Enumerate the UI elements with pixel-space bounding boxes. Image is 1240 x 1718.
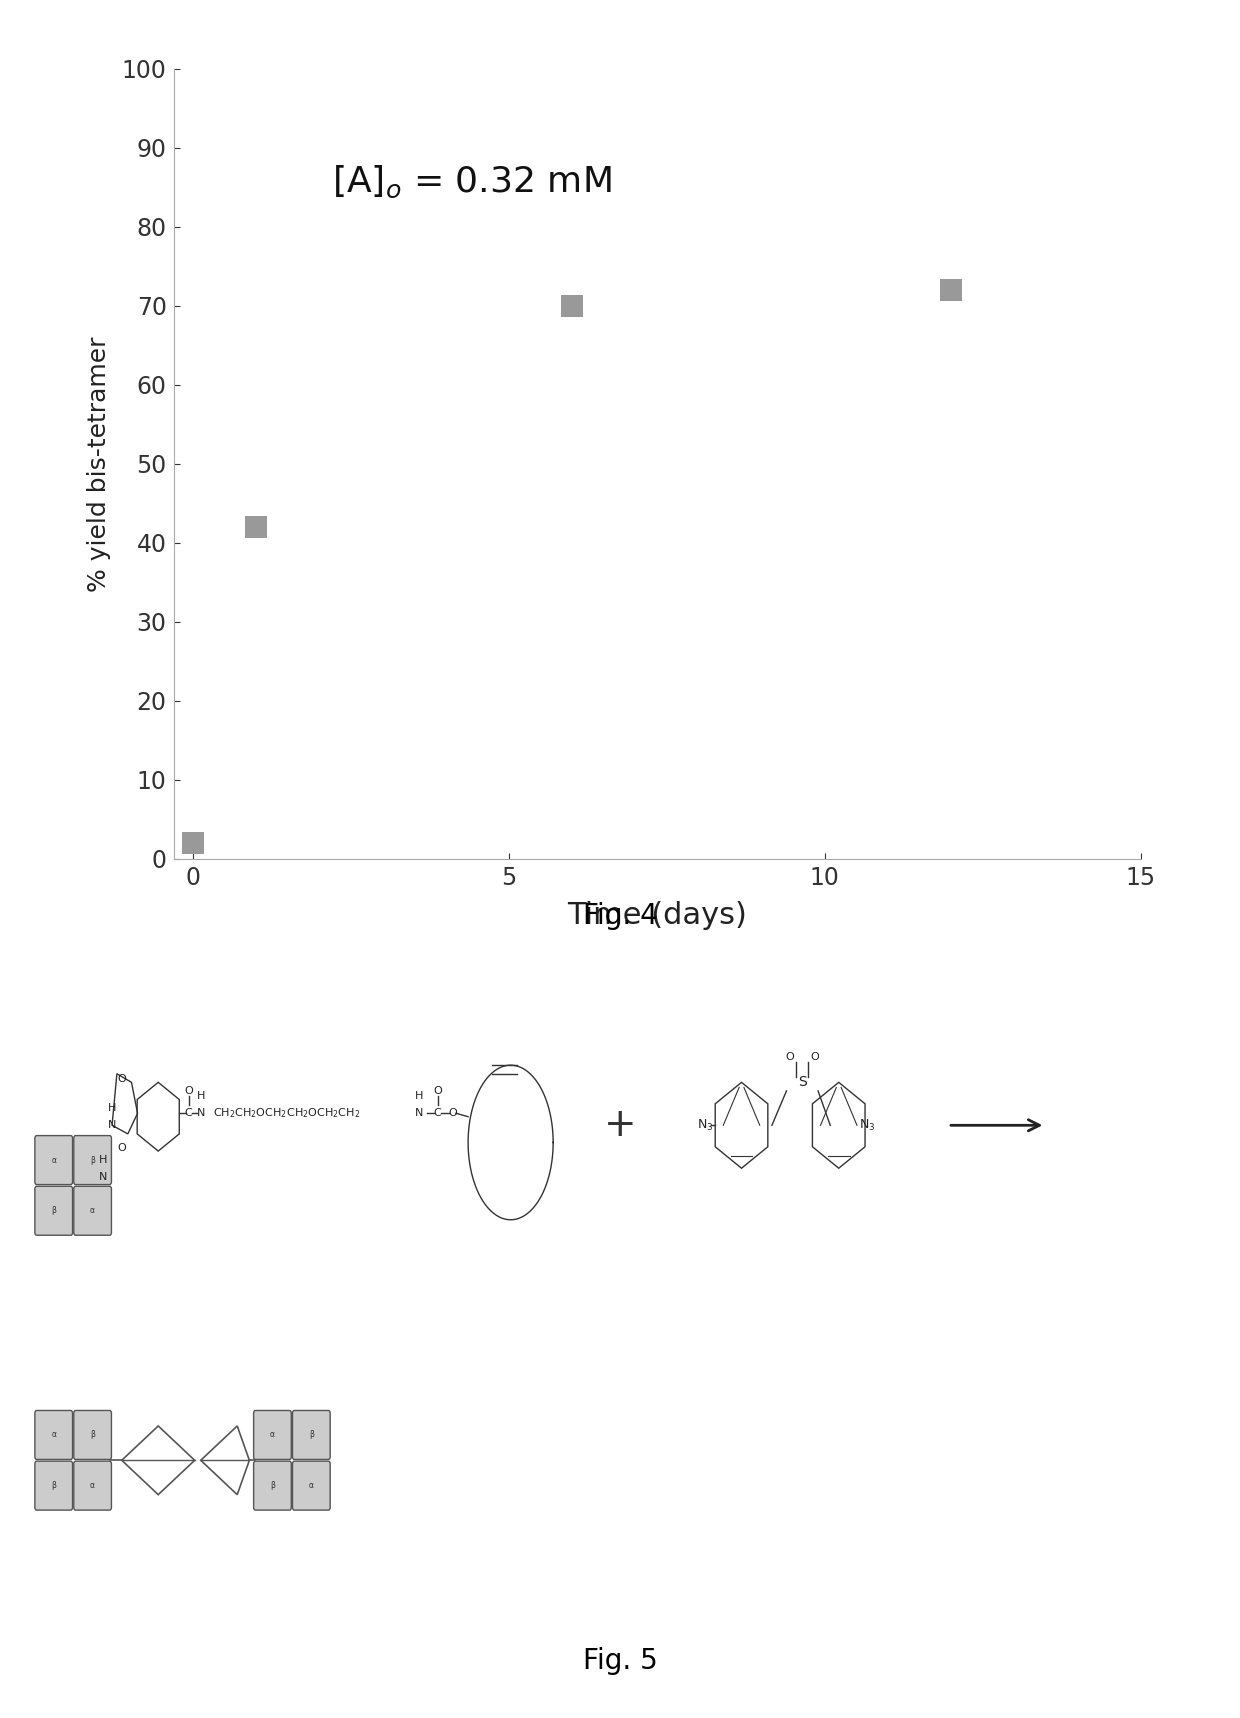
Text: β: β — [91, 1431, 95, 1440]
Text: α: α — [309, 1481, 314, 1490]
Text: O: O — [118, 1142, 126, 1153]
Text: α: α — [270, 1431, 275, 1440]
Text: H: H — [99, 1154, 108, 1165]
Text: C: C — [434, 1108, 441, 1118]
Text: β: β — [51, 1206, 56, 1215]
FancyBboxPatch shape — [293, 1460, 330, 1510]
Text: $\mathregular{N_3}$: $\mathregular{N_3}$ — [859, 1118, 875, 1132]
Text: O: O — [185, 1086, 193, 1096]
FancyBboxPatch shape — [35, 1185, 73, 1235]
Text: O: O — [786, 1051, 795, 1062]
Text: N: N — [99, 1172, 108, 1182]
X-axis label: Time (days): Time (days) — [567, 900, 748, 929]
Text: α: α — [51, 1156, 56, 1165]
Text: β: β — [309, 1431, 314, 1440]
Text: α: α — [91, 1481, 95, 1490]
Y-axis label: % yield bis-tetramer: % yield bis-tetramer — [87, 337, 110, 591]
Text: O: O — [810, 1051, 818, 1062]
Text: α: α — [91, 1206, 95, 1215]
Text: C: C — [185, 1108, 192, 1118]
FancyBboxPatch shape — [293, 1410, 330, 1460]
Text: H: H — [415, 1091, 424, 1101]
Text: +: + — [604, 1106, 636, 1144]
Text: β: β — [51, 1481, 56, 1490]
FancyBboxPatch shape — [73, 1185, 112, 1235]
FancyBboxPatch shape — [35, 1460, 73, 1510]
Text: N: N — [108, 1120, 117, 1130]
FancyBboxPatch shape — [254, 1410, 291, 1460]
Text: O: O — [118, 1074, 126, 1084]
Text: H: H — [197, 1091, 205, 1101]
FancyBboxPatch shape — [35, 1136, 73, 1185]
Text: N: N — [415, 1108, 424, 1118]
Text: α: α — [51, 1431, 56, 1440]
Text: [A]$_o$ = 0.32 mM: [A]$_o$ = 0.32 mM — [331, 163, 611, 199]
Text: O: O — [433, 1086, 443, 1096]
FancyBboxPatch shape — [73, 1136, 112, 1185]
Text: Fig. 5: Fig. 5 — [583, 1648, 657, 1675]
Point — [246, 514, 265, 541]
Text: β: β — [270, 1481, 275, 1490]
Point — [562, 292, 582, 320]
FancyBboxPatch shape — [73, 1410, 112, 1460]
Text: S: S — [797, 1075, 807, 1089]
Point — [182, 830, 202, 857]
Text: $\mathregular{CH_2CH_2OCH_2CH_2OCH_2CH_2}$: $\mathregular{CH_2CH_2OCH_2CH_2OCH_2CH_2… — [213, 1106, 361, 1120]
Text: Fig. 4: Fig. 4 — [583, 902, 657, 929]
Text: β: β — [91, 1156, 95, 1165]
Point — [941, 277, 961, 304]
FancyBboxPatch shape — [73, 1460, 112, 1510]
Text: H: H — [108, 1103, 117, 1113]
FancyBboxPatch shape — [35, 1410, 73, 1460]
Text: O: O — [448, 1108, 456, 1118]
Text: $\mathregular{N_3}$: $\mathregular{N_3}$ — [697, 1118, 713, 1132]
FancyBboxPatch shape — [254, 1460, 291, 1510]
Text: N: N — [197, 1108, 205, 1118]
